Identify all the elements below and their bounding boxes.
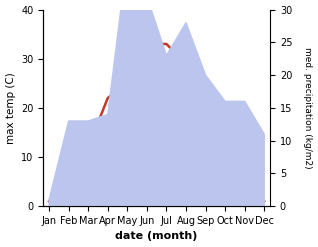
Y-axis label: med. precipitation (kg/m2): med. precipitation (kg/m2): [303, 47, 313, 169]
X-axis label: date (month): date (month): [115, 231, 198, 242]
Y-axis label: max temp (C): max temp (C): [5, 72, 16, 144]
